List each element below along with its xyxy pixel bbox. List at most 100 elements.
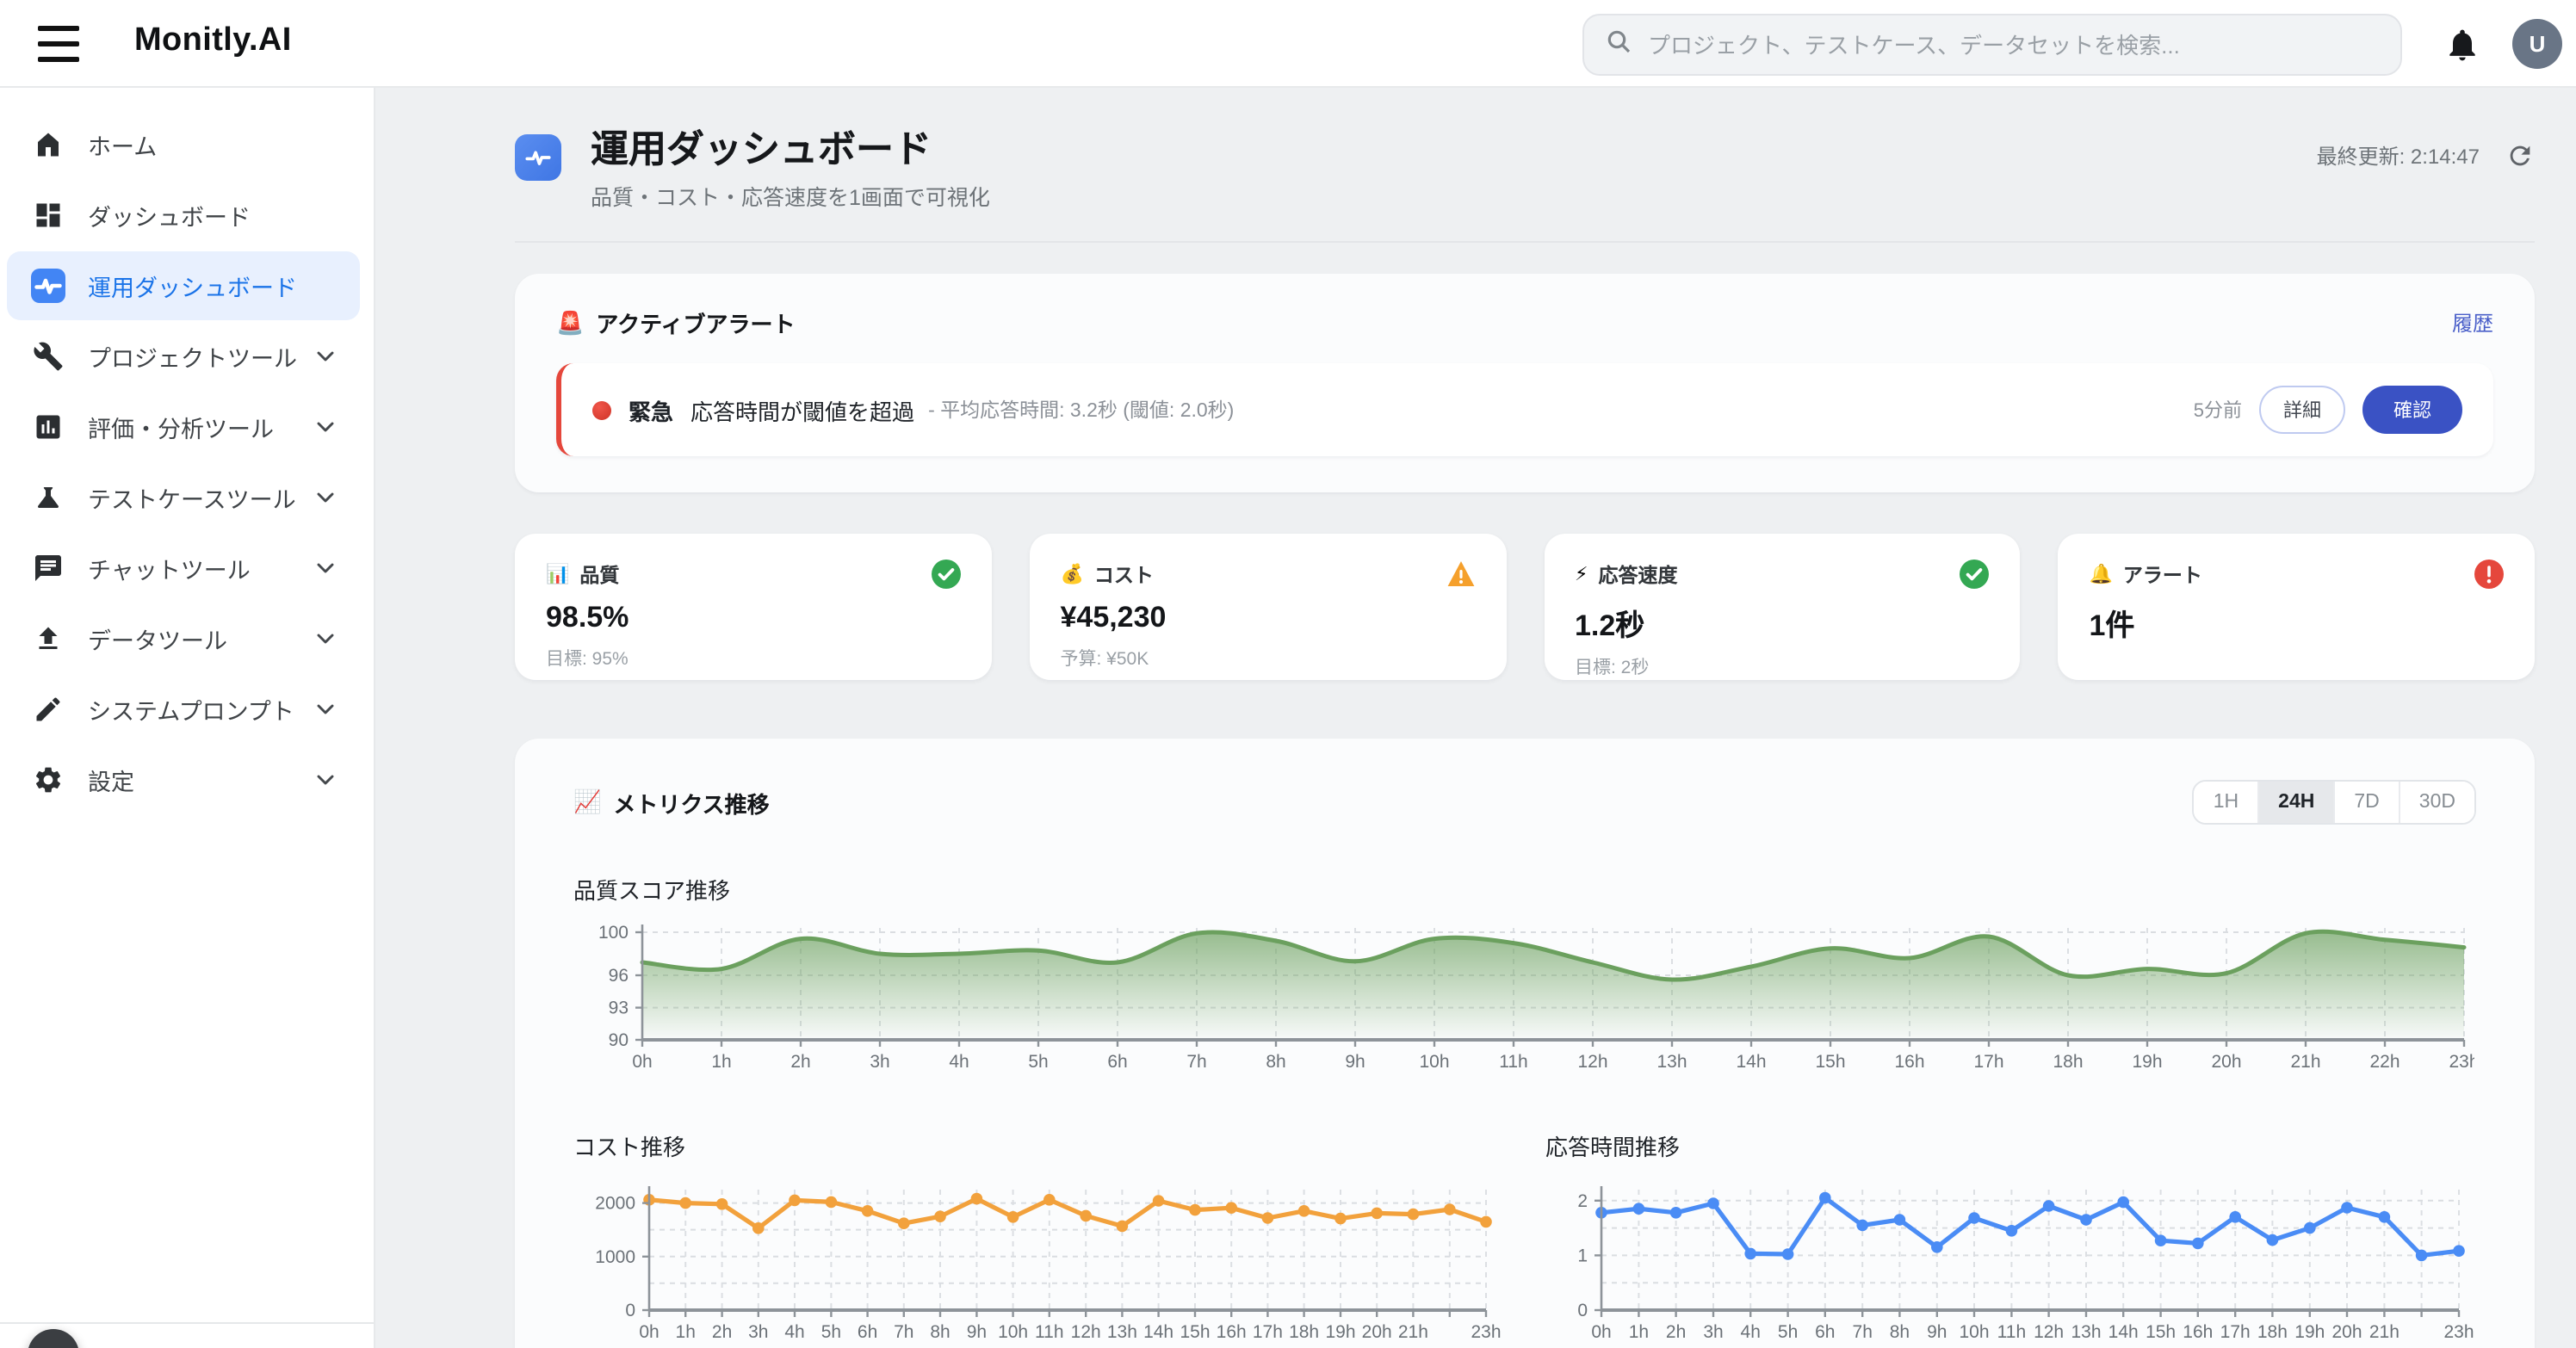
floating-action-button[interactable]	[28, 1329, 79, 1348]
user-avatar[interactable]: U	[2512, 19, 2562, 69]
sidebar-item-チャットツール[interactable]: チャットツール	[7, 534, 360, 603]
svg-text:15h: 15h	[2145, 1323, 2175, 1343]
alert-severity: 緊急	[629, 399, 674, 425]
chevron-down-icon	[312, 696, 339, 723]
alert-detail-button[interactable]: 詳細	[2259, 386, 2345, 435]
svg-text:4h: 4h	[784, 1323, 804, 1343]
chart-title: コスト推移	[573, 1135, 686, 1161]
svg-text:0h: 0h	[639, 1323, 659, 1343]
svg-text:1h: 1h	[711, 1053, 731, 1073]
chevron-down-icon	[312, 625, 339, 652]
svg-text:6h: 6h	[1107, 1053, 1127, 1073]
page-subtitle: 品質・コスト・応答速度を1画面で可視化	[591, 186, 990, 211]
svg-text:23h: 23h	[1471, 1323, 1501, 1343]
sidebar-item-ホーム[interactable]: ホーム	[7, 110, 360, 179]
svg-text:2: 2	[1576, 1191, 1587, 1211]
svg-text:0: 0	[1576, 1302, 1587, 1321]
range-button-30D[interactable]: 30D	[2400, 782, 2474, 824]
svg-text:17h: 17h	[2220, 1323, 2250, 1343]
kpi-card-コスト: 💰 コスト ¥45,230 予算: ¥50K	[1029, 534, 1506, 681]
svg-text:15h: 15h	[1180, 1323, 1210, 1343]
svg-text:21h: 21h	[2290, 1053, 2320, 1073]
sidebar-item-評価・分析ツール[interactable]: 評価・分析ツール	[7, 393, 360, 461]
svg-text:8h: 8h	[930, 1323, 950, 1343]
refresh-icon[interactable]	[2505, 141, 2535, 170]
sidebar-item-label: チャットツール	[88, 558, 251, 584]
svg-text:3h: 3h	[748, 1323, 768, 1343]
chevron-down-icon	[312, 484, 339, 511]
metrics-chart-icon: 📈	[573, 788, 602, 815]
global-search[interactable]	[1582, 14, 2402, 76]
range-button-1H[interactable]: 1H	[2194, 782, 2260, 824]
svg-text:11h: 11h	[1499, 1053, 1527, 1073]
pencil-icon	[31, 692, 65, 727]
sidebar-item-label: テストケースツール	[88, 487, 296, 513]
kpi-emoji-icon: 📊	[546, 565, 570, 586]
sidebar-item-システムプロンプト[interactable]: システムプロンプト	[7, 675, 360, 744]
svg-text:7h: 7h	[1186, 1053, 1206, 1073]
svg-text:9h: 9h	[1345, 1053, 1365, 1073]
svg-text:4h: 4h	[949, 1053, 969, 1073]
hamburger-menu-icon[interactable]	[38, 26, 79, 62]
svg-text:16h: 16h	[1217, 1323, 1247, 1343]
app-logo: Monitly.AI	[134, 22, 292, 59]
quality-area-chart: 100 96 93 90 0h 1h 2h 3h 4h 5h 6h 7h 8h 9h 10h 11h 12h 13…	[573, 920, 2476, 1089]
upload-icon	[31, 621, 65, 656]
svg-text:22h: 22h	[2369, 1053, 2400, 1073]
range-button-7D[interactable]: 7D	[2335, 782, 2400, 824]
alert-time-ago: 5分前	[2193, 401, 2242, 423]
sidebar-item-label: 設定	[88, 770, 134, 795]
sidebar-item-label: データツール	[88, 628, 227, 654]
svg-text:6h: 6h	[858, 1323, 877, 1343]
kpi-card-品質: 📊 品質 98.5% 目標: 95%	[515, 534, 992, 681]
metrics-section: 📈 メトリクス推移 1H 24H 7D 30D 品質スコア推移 100 96 93 90 0h…	[515, 739, 2535, 1348]
sidebar-item-ダッシュボード[interactable]: ダッシュボード	[7, 181, 360, 250]
svg-text:100: 100	[598, 924, 629, 943]
alert-confirm-button[interactable]: 確認	[2362, 386, 2462, 435]
svg-text:5h: 5h	[821, 1323, 841, 1343]
svg-text:2h: 2h	[712, 1323, 732, 1343]
page-title: 運用ダッシュボード	[591, 127, 932, 170]
page-header: 運用ダッシュボード 品質・コスト・応答速度を1画面で可視化 最終更新: 2:14…	[515, 127, 2535, 213]
svg-text:19h: 19h	[2294, 1323, 2324, 1343]
sidebar-item-データツール[interactable]: データツール	[7, 604, 360, 673]
notifications-bell-icon[interactable]	[2443, 26, 2481, 64]
sidebar-item-label: 評価・分析ツール	[88, 417, 274, 442]
sidebar-item-プロジェクトツール[interactable]: プロジェクトツール	[7, 322, 360, 391]
last-updated-label: 最終更新: 2:14:47	[2316, 145, 2480, 169]
kpi-card-応答速度: ⚡ 応答速度 1.2秒 目標: 2秒	[1544, 534, 2021, 681]
svg-text:21h: 21h	[2369, 1323, 2399, 1343]
sidebar-item-テストケースツール[interactable]: テストケースツール	[7, 463, 360, 532]
svg-text:12h: 12h	[1071, 1323, 1101, 1343]
sidebar-item-運用ダッシュボード[interactable]: 運用ダッシュボード	[7, 251, 360, 320]
main-content: 運用ダッシュボード 品質・コスト・応答速度を1画面で可視化 最終更新: 2:14…	[375, 88, 2576, 1348]
kpi-emoji-icon: ⚡	[1575, 565, 1588, 586]
svg-text:96: 96	[609, 967, 629, 986]
dashboard-icon	[31, 198, 65, 232]
svg-text:8h: 8h	[1889, 1323, 1909, 1343]
sidebar-item-設定[interactable]: 設定	[7, 745, 360, 814]
svg-text:18h: 18h	[2257, 1323, 2287, 1343]
svg-text:1000: 1000	[595, 1247, 635, 1267]
alert-history-link[interactable]: 履歴	[2451, 312, 2493, 337]
search-icon	[1605, 27, 1632, 63]
svg-text:0h: 0h	[632, 1053, 652, 1073]
svg-text:12h: 12h	[2033, 1323, 2063, 1343]
search-input[interactable]	[1648, 32, 2380, 58]
svg-text:6h: 6h	[1814, 1323, 1834, 1343]
kpi-label: 応答速度	[1598, 566, 1678, 587]
svg-text:9h: 9h	[967, 1323, 987, 1343]
kpi-card-アラート: 🔔 アラート 1件	[2058, 534, 2535, 681]
analytics-icon	[31, 410, 65, 444]
range-button-24H[interactable]: 24H	[2259, 782, 2336, 824]
alerts-section-title: アクティブアラート	[596, 312, 796, 338]
cost-chart-svg: 2000 1000 00h 1h 2h 3h 4h 5h 6h 7h 8h 9h 10h 11h 12h 13…	[595, 1186, 1502, 1343]
svg-text:15h: 15h	[1815, 1053, 1845, 1073]
time-range-selector: 1H 24H 7D 30D	[2192, 780, 2476, 825]
active-alerts-section: 🚨 アクティブアラート 履歴 緊急 応答時間が閾値を超過 - 平均応答時間: 3…	[515, 274, 2535, 493]
svg-text:7h: 7h	[894, 1323, 913, 1343]
kpi-cards-row: 📊 品質 98.5% 目標: 95% 💰 コスト ¥45,230 予算: ¥50K ⚡ 応答速度 1…	[515, 534, 2535, 681]
chevron-down-icon	[312, 413, 339, 441]
